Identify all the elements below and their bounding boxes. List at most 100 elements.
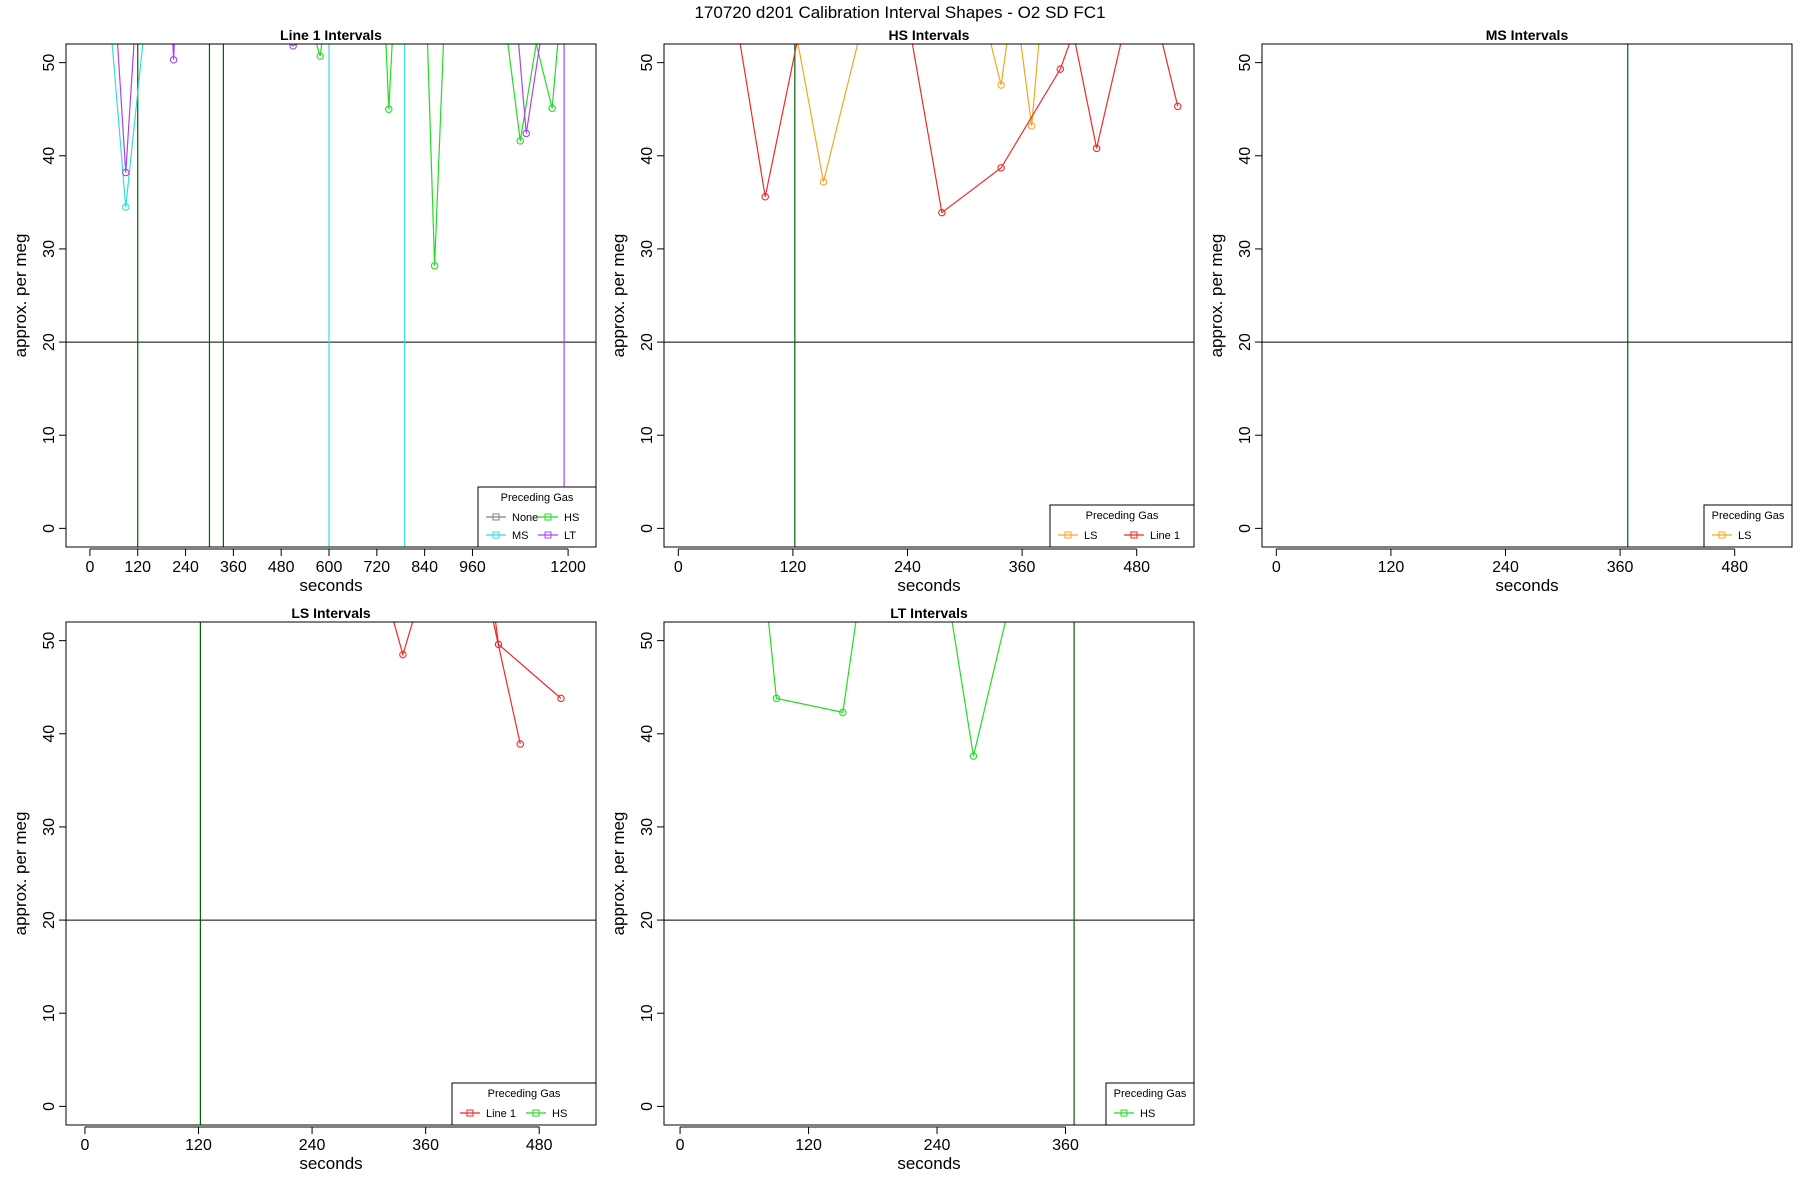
legend-box	[1703, 504, 1793, 548]
y-tick-label: 0	[639, 1102, 656, 1111]
y-tick-label: 40	[1237, 147, 1254, 165]
plot-area	[66, 44, 596, 547]
data-point	[122, 203, 130, 211]
plot-frame	[663, 621, 1195, 1126]
x-tick-label: 120	[1378, 559, 1405, 576]
data-point	[819, 178, 828, 186]
series-line-line-1	[1074, 44, 1122, 149]
x-tick-label: 480	[1721, 559, 1748, 576]
legend: Preceding Gas LS Line 1	[1049, 504, 1195, 548]
x-tick-label: 120	[795, 1137, 822, 1154]
legend-swatch-marker	[466, 1109, 474, 1117]
legend-box	[1105, 1082, 1195, 1126]
series-line-hs	[951, 622, 1006, 757]
series-line-lt	[172, 44, 175, 60]
plot-area	[66, 622, 596, 1125]
plot-area	[664, 44, 1194, 547]
x-tick-label: 0	[1272, 559, 1281, 576]
data-point	[548, 104, 556, 113]
series-line-lt	[518, 44, 541, 134]
x-tick-label: 240	[924, 1137, 951, 1154]
y-axis: 0 10 20 30 40 50	[639, 54, 665, 533]
x-tick-label: 120	[185, 1137, 212, 1154]
legend-label: LS	[1738, 530, 1751, 542]
series-line-ls	[1020, 44, 1040, 127]
series-line-hs	[426, 44, 445, 266]
legend: Preceding Gas LS	[1703, 504, 1793, 548]
y-tick-label: 10	[41, 426, 58, 444]
legend-label: Line 1	[486, 1108, 516, 1120]
y-axis: 0 10 20 30 40 50	[1237, 54, 1263, 533]
x-axis-label: seconds	[299, 1154, 362, 1173]
series-line-hs	[385, 44, 393, 110]
y-tick-label: 20	[1237, 333, 1254, 351]
y-axis: 0 10 20 30 40 50	[639, 632, 665, 1111]
panel-title: MS Intervals	[1486, 27, 1569, 43]
legend-item: HS	[1114, 1108, 1155, 1120]
legend-swatch-marker	[544, 531, 552, 539]
data-point	[516, 740, 525, 748]
y-axis: 0 10 20 30 40 50	[41, 54, 67, 533]
legend-swatch-marker	[1718, 531, 1726, 539]
data-point	[1092, 144, 1101, 153]
data-point	[772, 694, 781, 703]
legend: Preceding Gas HS	[1105, 1082, 1195, 1126]
y-tick-label: 30	[1237, 240, 1254, 258]
legend-item: LT	[538, 530, 576, 542]
series-line-ms	[111, 44, 144, 208]
y-tick-label: 20	[41, 333, 58, 351]
y-axis-label: approx. per meg	[11, 234, 30, 358]
panel-title: HS Intervals	[889, 27, 970, 43]
y-tick-label: 30	[639, 240, 656, 258]
legend-swatch-marker	[544, 513, 552, 521]
y-axis-label: approx. per meg	[11, 812, 30, 936]
plot-area	[1262, 44, 1792, 547]
data-point	[385, 105, 393, 113]
x-tick-label: 240	[1492, 559, 1519, 576]
x-tick-label: 840	[411, 559, 438, 576]
x-tick-label: 120	[124, 559, 151, 576]
panel-hs-intervals: HS Intervals 0 120 240 360 480 seconds 0 10 20 30 4…	[609, 27, 1195, 595]
y-tick-label: 50	[41, 54, 58, 72]
data-point	[516, 137, 525, 145]
data-point	[316, 52, 324, 60]
data-point	[430, 261, 439, 270]
legend-item: Line 1	[1124, 530, 1180, 542]
x-tick-label: 0	[80, 1137, 89, 1154]
y-tick-label: 30	[639, 818, 656, 836]
y-axis: 0 10 20 30 40 50	[41, 632, 67, 1111]
data-point	[1056, 65, 1065, 73]
x-axis: 0 120 240 360 480	[674, 548, 1150, 576]
x-tick-label: 240	[299, 1137, 326, 1154]
y-tick-label: 20	[639, 911, 656, 929]
x-tick-label: 1200	[550, 559, 586, 576]
x-tick-label: 720	[363, 559, 390, 576]
data-point	[522, 129, 531, 138]
x-axis: 0 120 240 360 480	[80, 1126, 553, 1154]
series-line-line-1	[739, 44, 798, 197]
legend-label: HS	[564, 512, 579, 524]
panel-lt-intervals: LT Intervals 0 120 240 360 seconds 0 10 20 30 40 50…	[609, 605, 1195, 1173]
x-tick-label: 480	[268, 559, 295, 576]
legend-label: HS	[1140, 1108, 1155, 1120]
x-tick-label: 0	[674, 559, 683, 576]
figure-title: 170720 d201 Calibration Interval Shapes …	[694, 3, 1105, 22]
legend-label: None	[512, 512, 538, 524]
data-point	[997, 81, 1005, 89]
x-tick-label: 0	[676, 1137, 685, 1154]
y-tick-label: 50	[639, 54, 656, 72]
plot-area	[664, 622, 1194, 1125]
x-axis-label: seconds	[299, 576, 362, 595]
x-tick-label: 240	[894, 559, 921, 576]
y-tick-label: 10	[41, 1004, 58, 1022]
legend-box	[1049, 504, 1195, 548]
data-point	[169, 56, 178, 64]
panels: Line 1 Intervals 0 120 240 360 480 600 720 840 96…	[11, 27, 1793, 1173]
y-axis-label: approx. per meg	[609, 812, 628, 936]
legend-swatch-marker	[492, 513, 500, 521]
x-axis: 0 120 240 360	[676, 1126, 1079, 1154]
legend-title: Preceding Gas	[1086, 510, 1159, 522]
legend-label: LS	[1084, 530, 1097, 542]
x-tick-label: 240	[172, 559, 199, 576]
x-tick-label: 360	[220, 559, 247, 576]
